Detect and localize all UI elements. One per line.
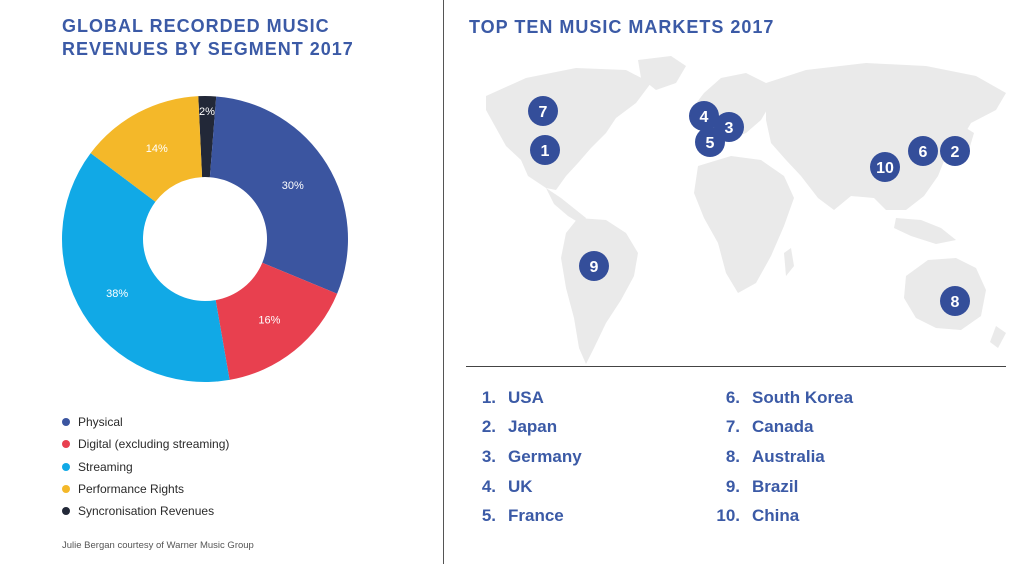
- map-marker-label: 2: [951, 144, 960, 161]
- market-markers: 7 1 435 6 2 10 9 8: [528, 96, 970, 316]
- map-marker-label: 7: [539, 104, 548, 121]
- rank-country: USA: [508, 387, 544, 407]
- map-marker: [940, 286, 970, 316]
- legend-item: Digital (excluding streaming): [62, 433, 229, 455]
- continents: [486, 56, 1006, 364]
- legend-label: Syncronisation Revenues: [78, 504, 215, 519]
- map-marker-label: 3: [725, 120, 734, 137]
- map-marker: [940, 136, 970, 166]
- rank-country: Canada: [752, 417, 814, 437]
- ranking-item: 1. USA: [466, 383, 582, 413]
- rank-number: 2.: [481, 417, 496, 437]
- rank-number: 9.: [725, 476, 740, 496]
- markets-title: TOP TEN MUSIC MARKETS 2017: [469, 17, 775, 37]
- map-marker-label: 6: [919, 144, 928, 161]
- north-america-shape: [486, 68, 651, 190]
- south-america-shape: [561, 218, 638, 364]
- rank-country: Brazil: [752, 476, 799, 496]
- southeast-asia-shape: [894, 218, 956, 244]
- greenland-shape: [638, 56, 686, 90]
- rank-number: 8.: [725, 446, 740, 466]
- map-marker: [870, 152, 900, 182]
- ranking-item: 10. China: [708, 501, 853, 531]
- markets-panel: TOP TEN MUSIC MARKETS 2017: [444, 0, 1021, 564]
- legend-label: Physical: [78, 415, 123, 430]
- map-marker-label: 9: [590, 259, 599, 276]
- rank-country: South Korea: [752, 387, 854, 407]
- legend-swatch: [62, 485, 70, 494]
- map-marker: [530, 135, 560, 165]
- ranking-list-right: 6. South Korea 7. Canada 8. Australia 9. Bra…: [708, 383, 853, 531]
- panel-divider: [443, 0, 444, 564]
- rank-number: 6.: [725, 387, 740, 407]
- rank-number: 3.: [481, 446, 496, 466]
- legend-item: Physical: [62, 411, 229, 433]
- legend-swatch: [62, 507, 70, 516]
- ranking-item: 6. South Korea: [708, 383, 853, 413]
- ranking-item: 7. Canada: [708, 413, 853, 443]
- map-marker: [579, 251, 609, 281]
- ranking-item: 8. Australia: [708, 442, 853, 472]
- ranking-list-left: 1. USA 2. Japan 3. Germany 4. UK 5. France: [466, 383, 582, 531]
- map-marker-label: 10: [876, 160, 894, 177]
- map-marker: [528, 96, 558, 126]
- slice-label: 16%: [258, 314, 280, 326]
- photo-credit: Julie Bergan courtesy of Warner Music Gr…: [62, 540, 254, 551]
- legend-label: Streaming: [78, 459, 133, 474]
- map-marker: [695, 127, 725, 157]
- rank-number: 5.: [481, 506, 496, 526]
- ranking-item: 3. Germany: [466, 442, 582, 472]
- rank-number: 7.: [725, 417, 740, 437]
- horizontal-rule: [466, 366, 1006, 367]
- world-map: 7 1 435 6 2 10 9 8: [486, 56, 1006, 364]
- legend-swatch: [62, 462, 70, 471]
- donut-slice: [209, 96, 348, 294]
- rank-country: UK: [508, 476, 533, 496]
- slice-label: 2%: [199, 106, 215, 118]
- donut-slice: [198, 96, 217, 178]
- map-marker: [908, 136, 938, 166]
- segment-chart-panel: GLOBAL RECORDED MUSIC REVENUES BY SEGMEN…: [0, 0, 443, 564]
- slice-label: 14%: [146, 143, 168, 155]
- map-marker-label: 8: [951, 294, 960, 311]
- legend-item: Performance Rights: [62, 478, 229, 500]
- chart-legend: Physical Digital (excluding streaming) S…: [62, 411, 229, 522]
- central-america-shape: [546, 188, 586, 224]
- legend-item: Streaming: [62, 456, 229, 478]
- legend-swatch: [62, 418, 70, 427]
- madagascar-shape: [784, 248, 794, 276]
- legend-swatch: [62, 440, 70, 449]
- slice-label: 38%: [106, 288, 128, 300]
- africa-shape: [694, 156, 794, 293]
- rank-country: Australia: [752, 446, 825, 466]
- asia-shape: [766, 63, 1006, 210]
- ranking-item: 5. France: [466, 501, 582, 531]
- map-marker: [689, 101, 719, 131]
- map-marker-label: 4: [700, 109, 709, 126]
- rank-country: China: [752, 506, 800, 526]
- donut-slice: [215, 262, 338, 380]
- donut-slice: [61, 153, 230, 382]
- rank-number: 4.: [481, 476, 496, 496]
- slice-label: 30%: [282, 180, 304, 192]
- donut-slice: [90, 96, 203, 202]
- donut-chart: 2% 30% 16% 38% 14%: [61, 96, 348, 382]
- map-marker-label: 5: [706, 135, 715, 152]
- rank-country: Germany: [508, 446, 582, 466]
- rank-number: 10.: [716, 506, 740, 526]
- legend-label: Digital (excluding streaming): [78, 437, 230, 452]
- rank-number: 1.: [481, 387, 496, 407]
- ranking-item: 4. UK: [466, 472, 582, 502]
- legend-item: Syncronisation Revenues: [62, 500, 229, 522]
- ranking-item: 2. Japan: [466, 413, 582, 443]
- rank-country: France: [508, 506, 564, 526]
- map-marker-label: 1: [541, 143, 550, 160]
- legend-label: Performance Rights: [78, 482, 185, 497]
- chart-title: GLOBAL RECORDED MUSIC REVENUES BY SEGMEN…: [62, 16, 354, 59]
- new-zealand-shape: [990, 326, 1006, 348]
- ranking-item: 9. Brazil: [708, 472, 853, 502]
- rank-country: Japan: [508, 417, 558, 437]
